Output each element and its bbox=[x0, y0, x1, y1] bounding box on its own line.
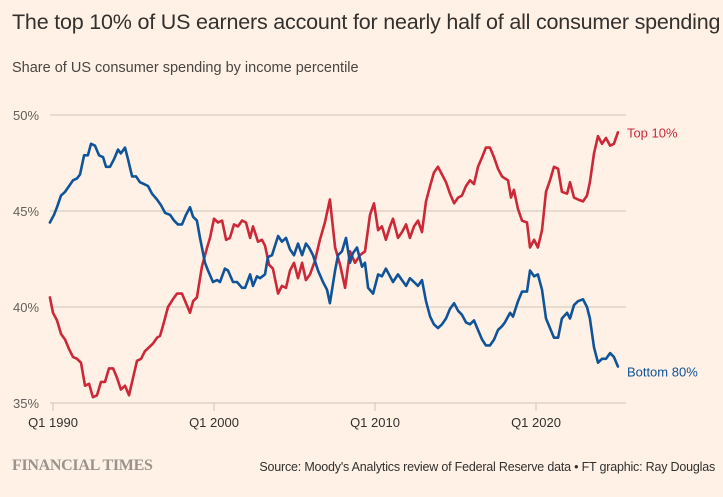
series-line-top-10 bbox=[48, 131, 620, 399]
x-tick-label: Q1 2000 bbox=[189, 415, 239, 430]
legend: Top 10% Bottom 80% bbox=[627, 125, 698, 379]
chart-subtitle: Share of US consumer spending by income … bbox=[12, 60, 359, 76]
x-tick-label: Q1 2020 bbox=[511, 415, 561, 430]
x-tick-label: Q1 2010 bbox=[350, 415, 400, 430]
y-tick-label: 45% bbox=[13, 204, 39, 219]
x-tick-label: Q1 1990 bbox=[28, 415, 78, 430]
y-axis-labels: 50% 45% 40% 35% bbox=[13, 108, 39, 411]
series-lines bbox=[48, 131, 620, 399]
gridlines bbox=[50, 114, 626, 404]
ft-logo: FINANCIAL TIMES bbox=[12, 457, 153, 474]
x-axis: Q1 1990 Q1 2000 Q1 2010 Q1 2020 bbox=[28, 403, 561, 430]
y-tick-label: 40% bbox=[13, 300, 39, 315]
series-line-bottom-80 bbox=[48, 142, 620, 368]
chart-title: The top 10% of US earners account for ne… bbox=[12, 10, 721, 34]
y-tick-label: 35% bbox=[13, 396, 39, 411]
y-tick-label: 50% bbox=[13, 108, 39, 123]
source-note: Source: Moody's Analytics review of Fede… bbox=[259, 460, 715, 474]
legend-label-bottom-80: Bottom 80% bbox=[627, 365, 698, 380]
legend-label-top-10: Top 10% bbox=[627, 125, 678, 140]
